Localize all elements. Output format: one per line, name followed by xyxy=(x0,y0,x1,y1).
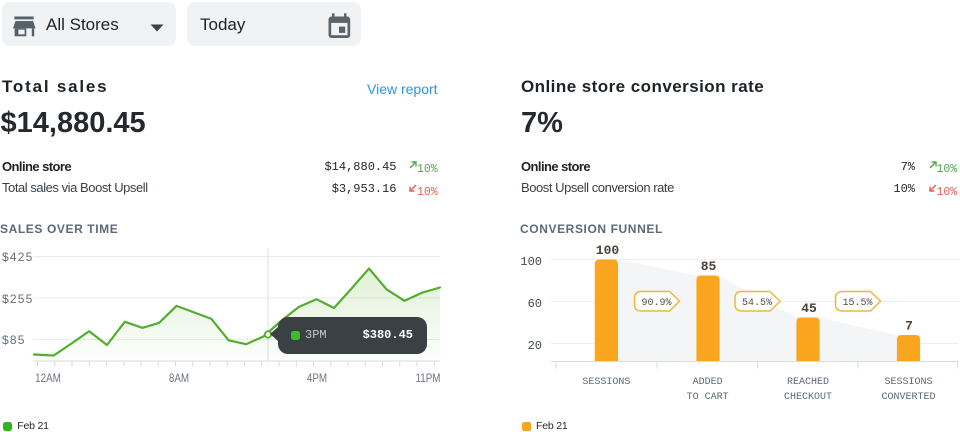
svg-text:45: 45 xyxy=(801,301,817,316)
svg-text:54.5%: 54.5% xyxy=(742,298,772,309)
svg-text:85: 85 xyxy=(701,259,717,274)
svg-text:100: 100 xyxy=(596,244,620,258)
svg-text:15.5%: 15.5% xyxy=(843,298,873,309)
svg-text:90.9%: 90.9% xyxy=(642,298,672,309)
svg-text:7: 7 xyxy=(905,319,913,334)
